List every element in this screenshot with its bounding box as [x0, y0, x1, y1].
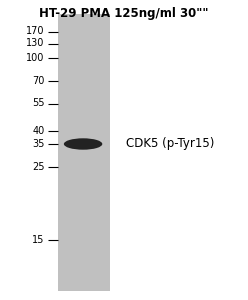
Text: HT-29 PMA 125ng/ml 30"": HT-29 PMA 125ng/ml 30""	[39, 8, 209, 20]
Text: 15: 15	[32, 235, 45, 245]
Text: 170: 170	[26, 26, 45, 37]
Text: 130: 130	[26, 38, 45, 49]
Text: 70: 70	[32, 76, 45, 86]
Text: 55: 55	[32, 98, 45, 109]
Text: 100: 100	[26, 53, 45, 64]
Text: CDK5 (p-Tyr15): CDK5 (p-Tyr15)	[126, 137, 215, 151]
Text: 25: 25	[32, 161, 45, 172]
Text: 40: 40	[32, 125, 45, 136]
Bar	[58, 14, 110, 291]
Text: 35: 35	[32, 139, 45, 149]
Ellipse shape	[64, 138, 102, 150]
